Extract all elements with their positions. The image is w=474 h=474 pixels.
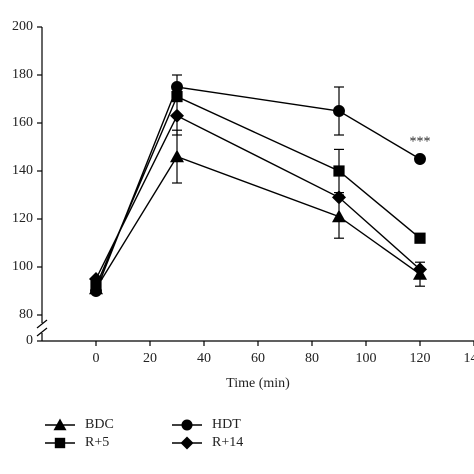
legend-label: HDT: [212, 417, 241, 432]
legend-marker: [181, 419, 193, 431]
axis-break: [36, 319, 48, 329]
x-tick-label: 0: [93, 351, 100, 366]
axis-break: [36, 327, 48, 337]
legend-marker: [54, 437, 66, 449]
series-line: [95, 114, 421, 280]
data-point: [170, 108, 184, 123]
y-tick-label: 160: [12, 115, 33, 130]
data-point: [171, 81, 183, 93]
data-point: [414, 232, 426, 244]
legend-label: BDC: [85, 417, 114, 432]
data-point: [90, 280, 102, 292]
series-line: [95, 95, 421, 287]
x-tick-label: 100: [356, 351, 377, 366]
data-point: [333, 105, 345, 117]
data-point: [413, 262, 427, 277]
data-point: [333, 165, 345, 177]
x-tick-label: 40: [197, 351, 211, 366]
y-tick-label: 80: [19, 307, 33, 322]
series-line: [95, 86, 421, 292]
x-tick-label: 80: [305, 351, 319, 366]
series-line: [95, 155, 421, 289]
data-point: [89, 272, 103, 286]
legend-marker: [53, 418, 67, 431]
x-tick-label: 60: [251, 351, 265, 366]
legend-marker: [180, 436, 194, 450]
y-tick-label: 200: [12, 19, 33, 34]
data-point: [332, 190, 346, 205]
x-axis-label: Time (min): [226, 376, 290, 391]
legend-label: R+14: [212, 435, 243, 450]
y-tick-label: 100: [12, 259, 33, 274]
y-tick-label: 120: [12, 211, 33, 226]
legend-label: R+5: [85, 435, 109, 450]
annotation: ***: [410, 134, 431, 149]
x-tick-label: 140: [464, 351, 474, 366]
data-point: [414, 153, 426, 165]
x-tick-label: 120: [410, 351, 431, 366]
x-tick-label: 20: [143, 351, 157, 366]
y-tick-label: 0: [26, 333, 33, 348]
y-tick-label: 180: [12, 67, 33, 82]
data-point: [170, 149, 184, 163]
y-tick-label: 140: [12, 163, 33, 178]
data-point: [332, 209, 346, 223]
